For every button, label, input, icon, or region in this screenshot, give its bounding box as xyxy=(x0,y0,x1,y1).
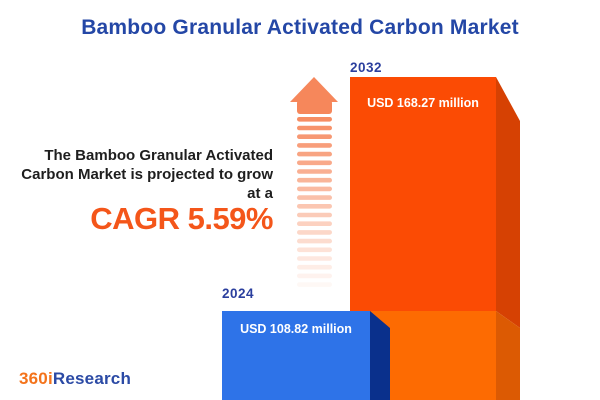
cagr-value: CAGR 5.59% xyxy=(90,201,273,236)
bar-2024-value-label: USD 108.82 million xyxy=(240,322,352,336)
bar-2032-value-label: USD 168.27 million xyxy=(367,96,479,110)
description-line-3: at a xyxy=(247,185,273,202)
bar-2032-side-bottom xyxy=(496,311,520,400)
bar-2024-front xyxy=(222,311,370,400)
description-line-1: The Bamboo Granular Activated xyxy=(44,147,273,164)
description-line-2: Carbon Market is projected to grow xyxy=(21,166,273,183)
logo-research: Research xyxy=(52,369,132,388)
growth-arrow-head xyxy=(290,77,338,102)
growth-arrow-stripes xyxy=(297,117,332,287)
bar-2024-year-label: 2024 xyxy=(222,286,255,301)
bar-2024-side xyxy=(370,311,390,400)
page-title: Bamboo Granular Activated Carbon Market xyxy=(81,16,519,39)
growth-arrow-icon xyxy=(290,77,338,287)
bar-2032-year-label: 2032 xyxy=(350,60,383,75)
bar-2032-front-top xyxy=(350,77,496,311)
logo-360i: 360i xyxy=(19,369,53,388)
bar-2032-side-top xyxy=(496,77,520,328)
description-text: The Bamboo Granular Activated Carbon Mar… xyxy=(0,146,273,203)
logo: 360iResearch xyxy=(19,369,131,389)
growth-arrow-neck xyxy=(297,100,332,114)
